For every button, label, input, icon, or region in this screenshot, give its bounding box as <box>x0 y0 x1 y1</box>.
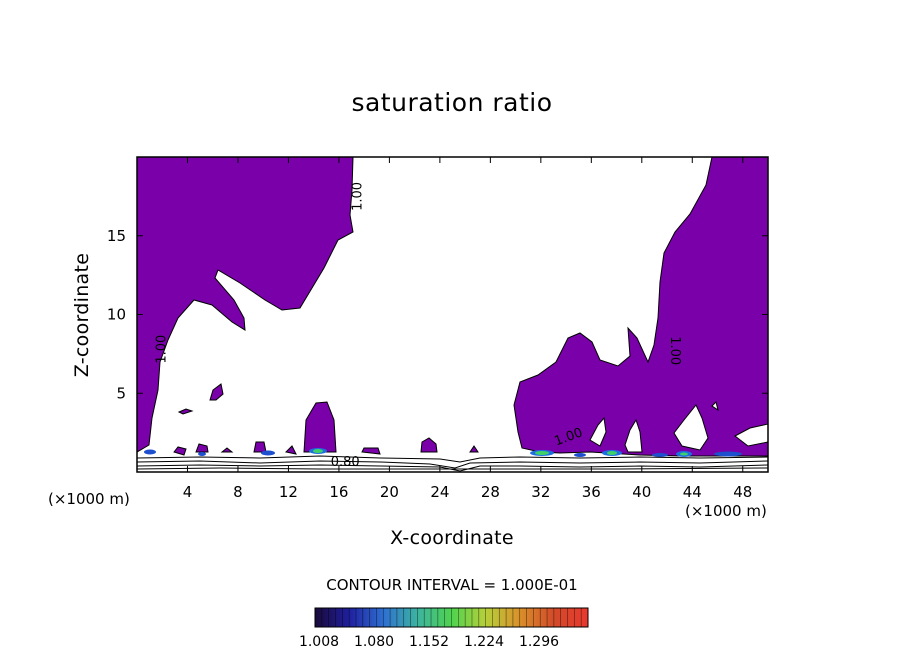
region-right <box>513 157 768 457</box>
x-unit-label-left: (×1000 m) <box>48 490 130 508</box>
x-tick-label-9: 40 <box>632 483 651 501</box>
y-tick-label-0: 5 <box>116 384 126 402</box>
x-tick-label-8: 36 <box>582 483 601 501</box>
x-tick-label-3: 16 <box>329 483 348 501</box>
x-tick-label-10: 44 <box>683 483 702 501</box>
contour-label-1: 1.00 <box>155 335 170 364</box>
contour-interval-label: CONTOUR INTERVAL = 1.000E-01 <box>326 576 578 594</box>
colorbar-label-3: 1.224 <box>464 634 504 650</box>
boundary-contours <box>137 455 768 472</box>
colorbar-label-2: 1.152 <box>409 634 449 650</box>
x-tick-label-2: 12 <box>279 483 298 501</box>
x-tick-label-5: 24 <box>430 483 449 501</box>
contour-fill-layer <box>137 157 768 457</box>
contour-label-0: 1.00 <box>350 182 365 211</box>
x-unit-label-right: (×1000 m) <box>685 502 767 520</box>
y-tick-label-2: 15 <box>107 227 126 245</box>
x-tick-label-1: 8 <box>233 483 243 501</box>
contour-label-4: 0.80 <box>331 455 360 470</box>
x-tick-label-7: 32 <box>531 483 550 501</box>
x-tick-label-6: 28 <box>481 483 500 501</box>
x-axis-label: X-coordinate <box>390 527 514 549</box>
x-tick-label-4: 20 <box>380 483 399 501</box>
colorbar-label-4: 1.296 <box>519 634 559 650</box>
colorbar-label-0: 1.008 <box>299 634 339 650</box>
chart-title: saturation ratio <box>351 88 553 117</box>
x-tick-label-0: 4 <box>183 483 193 501</box>
contour-label-2: 1.00 <box>667 336 682 365</box>
x-tick-label-11: 48 <box>733 483 752 501</box>
colorbar-label-1: 1.080 <box>354 634 394 650</box>
region-upper-left <box>137 157 354 453</box>
colorbar: 1.008 1.080 1.152 1.224 1.296 <box>299 607 589 650</box>
y-tick-label-1: 10 <box>107 306 126 324</box>
